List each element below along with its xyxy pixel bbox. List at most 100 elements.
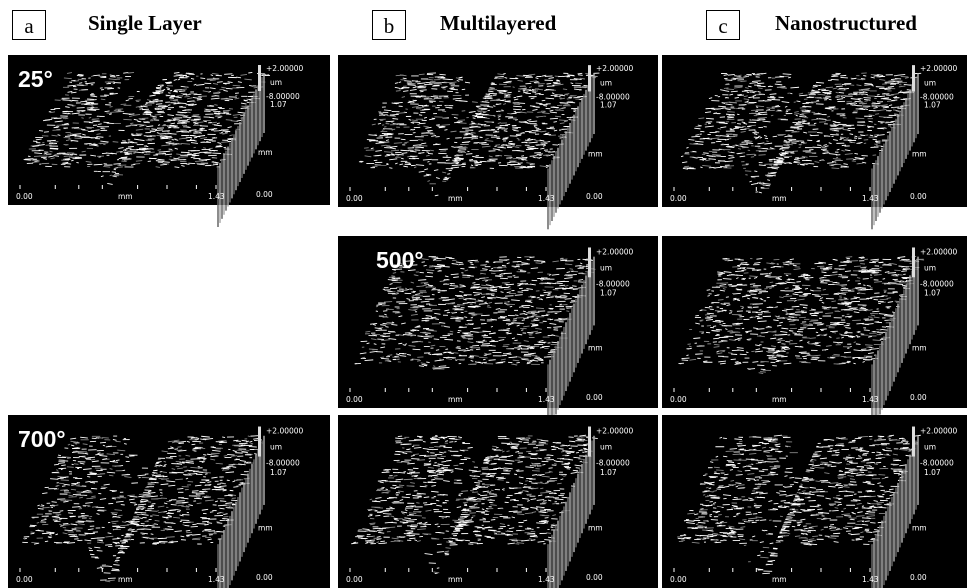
surface-texture [858, 290, 867, 291]
surface-texture [130, 123, 133, 124]
surface-texture [540, 347, 544, 348]
surface-texture [444, 130, 447, 131]
surface-texture [565, 299, 572, 300]
surface-texture [868, 317, 872, 318]
surface-texture [78, 79, 83, 80]
surface-texture [779, 334, 786, 335]
surface-texture [412, 299, 417, 300]
surface-texture [800, 346, 803, 347]
surface-texture [759, 94, 765, 95]
surface-texture [545, 76, 553, 77]
surface-texture [725, 80, 732, 81]
surface-texture [798, 276, 805, 277]
surface-texture [136, 161, 142, 162]
axis-label: um [924, 78, 936, 87]
surface-texture [74, 158, 82, 159]
surface-texture [852, 142, 855, 143]
axis-label: mm [258, 148, 273, 157]
surface-texture [391, 150, 399, 151]
surface-texture [869, 310, 873, 311]
surface-texture [378, 136, 382, 137]
surface-texture [166, 95, 170, 96]
surface-texture [482, 344, 490, 345]
surface-texture [91, 120, 98, 121]
surface-texture [404, 81, 411, 82]
surface-texture [752, 81, 761, 82]
surface-texture [779, 76, 784, 77]
surface-texture [808, 344, 813, 345]
surface-texture [817, 132, 823, 133]
surface-texture [844, 298, 847, 299]
surface-texture [110, 107, 113, 108]
surface-texture [102, 76, 106, 77]
surface-texture [558, 144, 564, 145]
surface-texture [471, 286, 478, 287]
surface-texture [80, 101, 87, 102]
surface-texture [751, 157, 754, 158]
surface-texture [716, 329, 722, 330]
surface-texture [537, 154, 543, 155]
surface-texture [551, 95, 558, 96]
surface-texture [209, 105, 214, 106]
surface-texture [99, 157, 102, 158]
surface-texture [555, 283, 562, 284]
surface-texture [426, 362, 429, 363]
surface-texture [187, 132, 189, 133]
surface-texture [730, 102, 737, 103]
surface-texture [440, 281, 445, 282]
surface-texture [513, 321, 517, 322]
z-scale-bar [912, 247, 915, 277]
surface-texture [715, 311, 722, 312]
surface-texture [786, 313, 788, 314]
surface-texture [761, 187, 765, 188]
surface-texture [876, 87, 885, 88]
surface-texture [878, 122, 885, 123]
surface-texture [521, 264, 529, 265]
surface-texture [559, 285, 565, 286]
surface-texture [168, 93, 170, 94]
z-scale-bar [588, 247, 591, 277]
surface-texture [547, 83, 552, 84]
surface-texture [466, 336, 473, 337]
surface-texture [119, 158, 127, 159]
surface-texture [863, 285, 865, 286]
surface-texture [162, 131, 170, 132]
surface-texture [447, 174, 450, 175]
surface-texture [225, 110, 230, 111]
surface-texture [24, 160, 31, 161]
surface-texture [511, 144, 515, 145]
surface-texture [457, 304, 463, 305]
surface-texture [754, 131, 756, 132]
surface-texture [438, 271, 442, 272]
surface-texture [503, 320, 511, 321]
surface-texture [123, 119, 131, 120]
surface-texture [77, 108, 85, 109]
surface-texture [695, 315, 699, 316]
surface-texture [856, 336, 858, 337]
surface-texture [715, 335, 720, 336]
surface-texture [458, 120, 465, 121]
surface-texture [693, 338, 700, 339]
surface-texture [885, 81, 892, 82]
surface-texture [186, 164, 190, 165]
surface-texture [508, 118, 513, 119]
surface-texture [900, 91, 902, 92]
surface-texture [838, 299, 842, 300]
surface-texture [554, 83, 561, 84]
surface-texture [774, 161, 783, 162]
surface-texture [107, 123, 114, 124]
surface-texture [835, 164, 841, 165]
surface-texture [219, 145, 222, 146]
surface-texture [849, 308, 853, 309]
surface-texture [572, 286, 576, 287]
surface-texture [476, 342, 480, 343]
surface-texture [805, 288, 808, 289]
surface-texture [833, 354, 839, 355]
surface-texture [862, 306, 866, 307]
surface-texture [530, 156, 537, 157]
surface-texture [233, 85, 241, 86]
surface-texture [430, 150, 434, 151]
axis-label: mm [588, 149, 603, 158]
z-scale-bar [588, 65, 591, 91]
surface-texture [841, 166, 847, 167]
